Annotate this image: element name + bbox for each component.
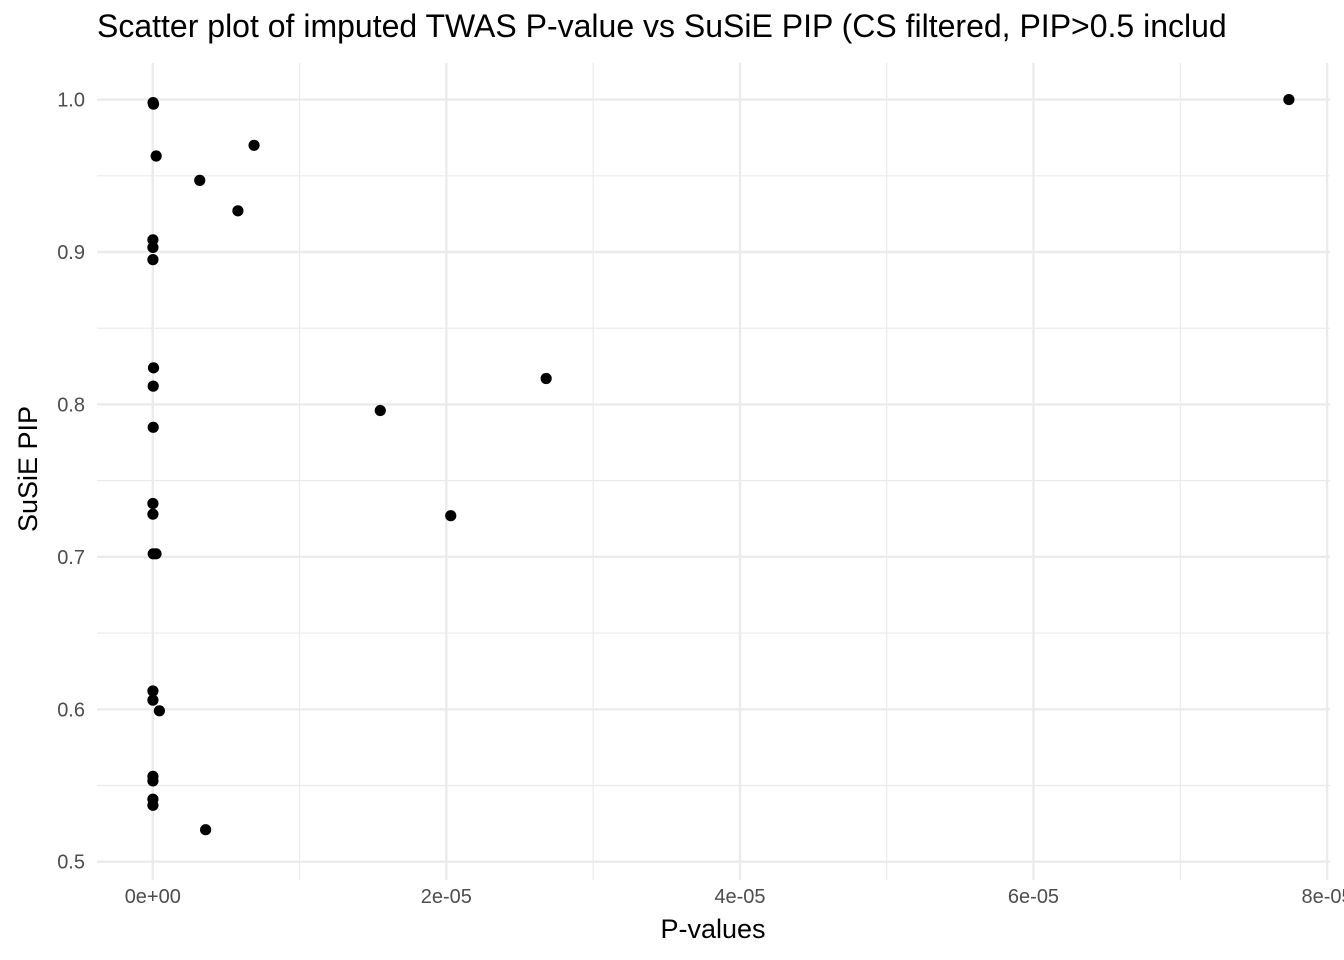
data-point	[194, 174, 206, 186]
y-tick-label: 0.5	[57, 852, 85, 874]
data-point	[147, 362, 160, 374]
data-point	[147, 508, 159, 520]
y-axis-title: SuSiE PIP	[13, 406, 43, 532]
data-point	[1283, 93, 1295, 106]
data-point	[540, 372, 552, 385]
y-tick-label: 0.6	[57, 699, 85, 721]
data-point	[200, 824, 212, 836]
minor-gridlines	[97, 63, 1330, 880]
x-tick-label: 4e-05	[714, 886, 765, 908]
data-point	[445, 510, 457, 522]
x-axis-title: P-values	[660, 914, 765, 944]
x-tick-label: 8e-05	[1301, 886, 1344, 908]
data-point	[147, 98, 160, 110]
y-tick-label: 0.9	[57, 242, 85, 264]
chart-title: Scatter plot of imputed TWAS P-value vs …	[97, 8, 1227, 44]
y-tick-label: 0.7	[57, 547, 85, 569]
data-point	[147, 685, 159, 697]
y-tick-label: 1.0	[57, 90, 85, 112]
data-point	[147, 775, 159, 787]
x-tick-label: 0e+00	[125, 886, 181, 908]
data-point	[147, 254, 159, 266]
data-point	[153, 705, 165, 717]
data-points	[147, 93, 1295, 836]
data-point	[374, 404, 386, 417]
data-point	[147, 380, 159, 392]
y-tick-labels: 0.5 0.6 0.7 0.8 0.9 1.0	[57, 90, 85, 874]
x-tick-label: 2e-05	[421, 886, 472, 908]
y-tick-label: 0.8	[57, 394, 85, 416]
data-point	[150, 548, 162, 560]
x-tick-labels: 0e+00 2e-05 4e-05 6e-05 8e-05	[125, 886, 1344, 908]
major-gridlines	[97, 63, 1330, 880]
data-point	[147, 421, 159, 433]
data-point	[147, 241, 159, 254]
data-point	[147, 497, 159, 510]
data-point	[150, 150, 162, 162]
data-point	[147, 694, 159, 706]
x-tick-label: 6e-05	[1008, 886, 1059, 908]
data-point	[232, 205, 244, 217]
data-point	[147, 799, 159, 811]
data-point	[248, 139, 260, 151]
